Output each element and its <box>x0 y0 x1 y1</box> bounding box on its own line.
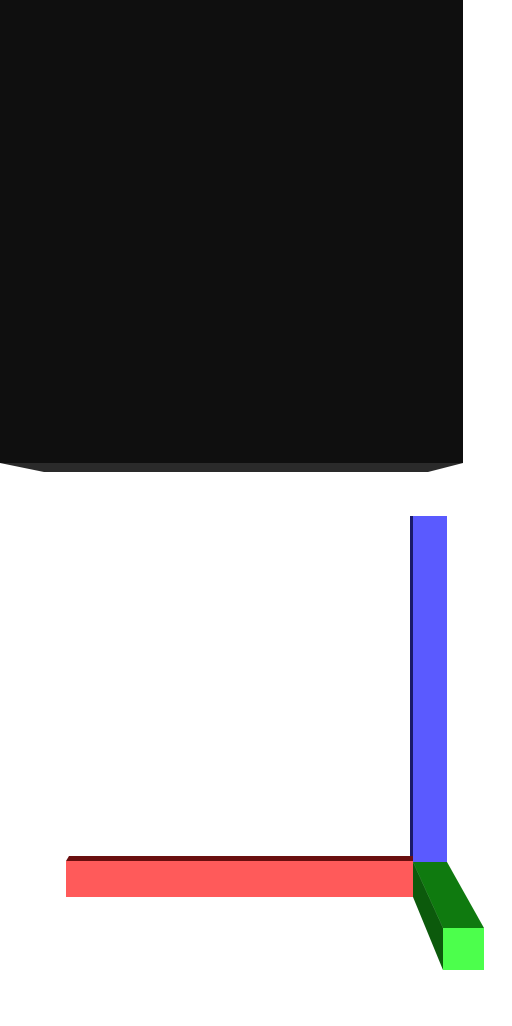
z-axis-face <box>413 516 447 862</box>
dark-box-face <box>0 0 463 463</box>
axis-gizmo <box>66 516 484 970</box>
x-axis-bar <box>66 856 413 897</box>
dark-box-bottom-edge <box>0 462 463 472</box>
y-axis-bar <box>413 862 484 970</box>
y-axis-end-face <box>443 928 484 970</box>
z-axis-bar <box>410 516 447 862</box>
dark-box <box>0 0 463 472</box>
x-axis-top-edge <box>66 856 413 861</box>
y-axis-side-face <box>413 862 443 970</box>
x-axis-face <box>66 861 413 897</box>
y-axis-top-face <box>413 862 484 928</box>
z-axis-shade <box>410 516 413 862</box>
